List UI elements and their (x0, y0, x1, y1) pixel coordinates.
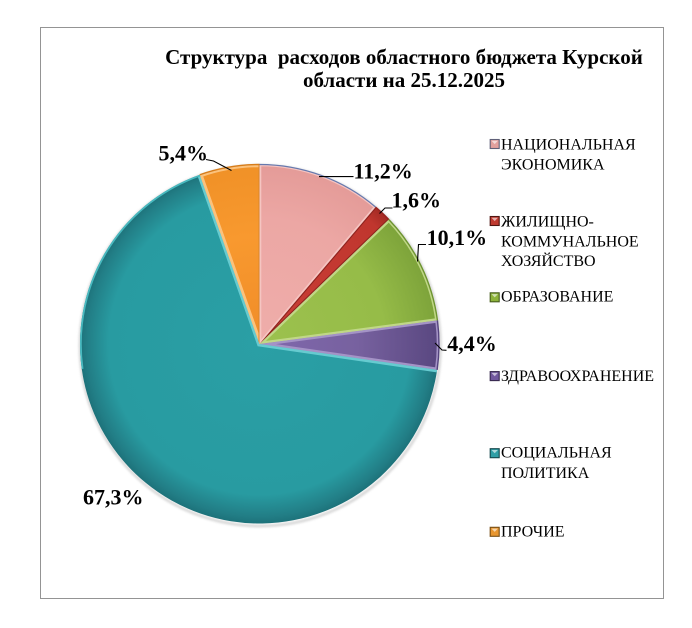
svg-text:Структура расходов областного: Структура расходов областного бюджета Ку… (165, 45, 643, 69)
svg-text:67,3%: 67,3% (83, 484, 144, 509)
svg-text:СОЦИАЛЬНАЯ: СОЦИАЛЬНАЯ (501, 445, 612, 462)
svg-text:1,6%: 1,6% (392, 188, 442, 213)
svg-text:ЖИЛИЩНО-: ЖИЛИЩНО- (501, 214, 594, 231)
svg-text:4,4%: 4,4% (447, 331, 497, 356)
svg-text:ХОЗЯЙСТВО: ХОЗЯЙСТВО (501, 251, 596, 270)
svg-text:КОММУНАЛЬНОЕ: КОММУНАЛЬНОЕ (501, 234, 639, 251)
svg-text:5,4%: 5,4% (159, 141, 209, 166)
svg-text:ПРОЧИЕ: ПРОЧИЕ (501, 523, 565, 540)
svg-text:ОБРАЗОВАНИЕ: ОБРАЗОВАНИЕ (501, 289, 613, 306)
svg-text:НАЦИОНАЛЬНАЯ: НАЦИОНАЛЬНАЯ (501, 136, 636, 153)
svg-text:11,2%: 11,2% (354, 159, 413, 184)
svg-text:ЗДРАВООХРАНЕНИЕ: ЗДРАВООХРАНЕНИЕ (501, 368, 654, 385)
svg-text:области на 25.12.2025: области на 25.12.2025 (303, 68, 505, 92)
svg-text:ЭКОНОМИКА: ЭКОНОМИКА (501, 157, 605, 174)
svg-text:10,1%: 10,1% (427, 225, 488, 250)
svg-text:ПОЛИТИКА: ПОЛИТИКА (501, 465, 590, 482)
